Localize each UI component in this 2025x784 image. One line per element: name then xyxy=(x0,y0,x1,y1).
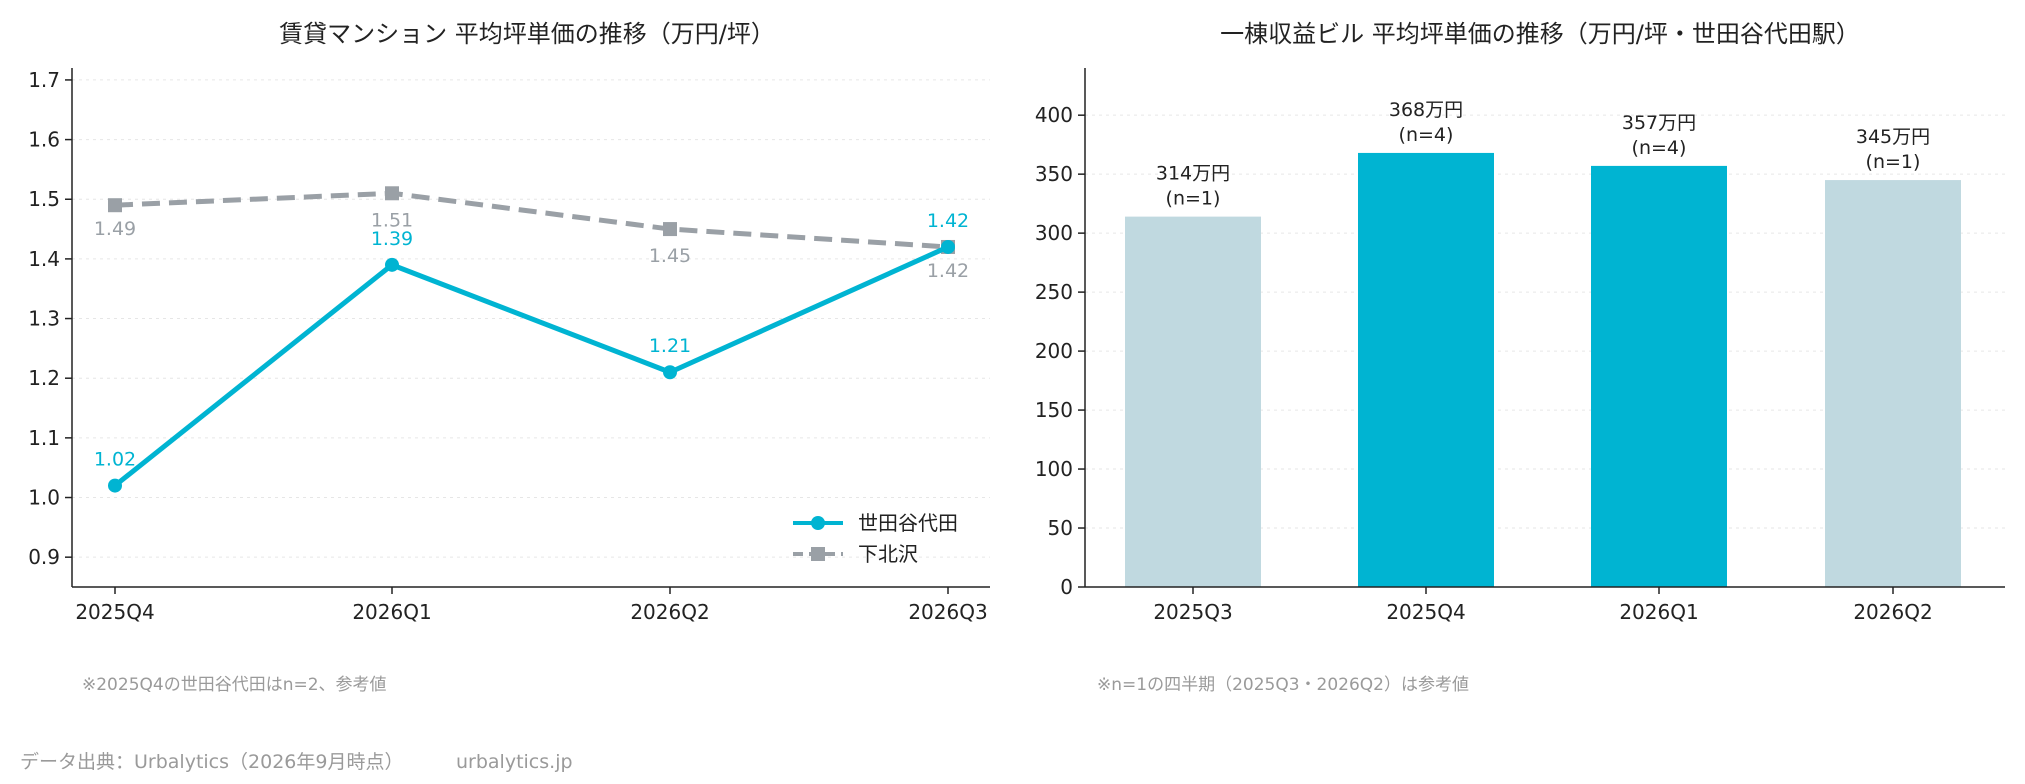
bar-value-label: 345万円 xyxy=(1856,126,1930,148)
data-label-shimokitazawa: 1.51 xyxy=(371,209,413,231)
building-y-tick-label: 100 xyxy=(1035,457,1073,481)
data-label-setagayadaita: 1.39 xyxy=(371,228,413,250)
building-chart-title: 一棟収益ビル 平均坪単価の推移（万円/坪・世田谷代田駅） xyxy=(1220,20,1860,48)
rent-y-tick-label: 1.6 xyxy=(28,128,60,152)
bar-count-label: (n=1) xyxy=(1166,188,1221,210)
building-bar-chart: 一棟収益ビル 平均坪単価の推移（万円/坪・世田谷代田駅） 314万円(n=1)3… xyxy=(1035,20,2005,695)
bar-2026Q1 xyxy=(1591,165,1727,587)
data-point-setagayadaita xyxy=(941,239,955,254)
rent-y-tick-label: 1.0 xyxy=(28,486,60,510)
building-x-tick-label: 2025Q4 xyxy=(1386,600,1465,624)
bar-value-label: 357万円 xyxy=(1622,112,1696,134)
building-chart-y-ticks: 0 50 100 150 200 250 300 350 400 xyxy=(1035,103,1085,599)
building-y-tick-label: 150 xyxy=(1035,398,1073,422)
legend-label-shimokitazawa: 下北沢 xyxy=(858,542,918,566)
legend-marker-setagayadaita xyxy=(811,516,825,530)
bar-value-label: 314万円 xyxy=(1156,163,1230,185)
bar-value-label: 368万円 xyxy=(1389,99,1463,121)
building-y-tick-label: 0 xyxy=(1060,575,1073,599)
building-chart-bars: 314万円 (n=1) 368万円 (n=4) 357万円 (n=4) 345万円 (n=1) xyxy=(1125,99,1961,587)
data-label-shimokitazawa: 1.45 xyxy=(649,245,691,267)
rent-y-tick-label: 1.1 xyxy=(28,426,60,450)
data-point-shimokitazawa xyxy=(108,198,122,213)
building-x-tick-label: 2026Q2 xyxy=(1853,600,1932,624)
legend-label-setagayadaita: 世田谷代田 xyxy=(858,511,958,535)
rent-x-tick-label: 2025Q4 xyxy=(75,600,154,624)
data-label-shimokitazawa: 1.49 xyxy=(94,218,136,240)
rent-y-tick-label: 1.3 xyxy=(28,307,60,331)
building-y-tick-label: 250 xyxy=(1035,280,1073,304)
rent-y-tick-label: 1.5 xyxy=(28,187,60,211)
building-y-tick-label: 50 xyxy=(1048,516,1073,540)
rent-y-tick-label: 0.9 xyxy=(28,545,60,569)
data-label-setagayadaita: 1.02 xyxy=(94,449,136,471)
rent-chart-x-ticks: 2025Q4 2026Q1 2026Q2 2026Q3 xyxy=(75,587,988,624)
data-label-setagayadaita: 1.42 xyxy=(927,210,969,232)
rent-line-chart: 賃貸マンション 平均坪単価の推移（万円/坪） 0.9 1.0 1.1 1.2 1.3 1.… xyxy=(28,20,990,695)
series-line-shimokitazawa xyxy=(114,190,949,250)
data-source-label: データ出典：Urbalytics（2026年9月時点） xyxy=(20,751,403,773)
data-point-setagayadaita xyxy=(385,257,399,272)
data-point-setagayadaita xyxy=(663,365,677,380)
bar-count-label: (n=1) xyxy=(1866,151,1921,173)
data-point-shimokitazawa xyxy=(663,222,677,237)
bar-2026Q2 xyxy=(1825,180,1961,587)
data-point-setagayadaita xyxy=(108,478,122,493)
rent-chart-series: 1.02 1.39 1.21 1.42 1.49 1.51 1.45 1.42 xyxy=(94,186,969,493)
building-x-tick-label: 2026Q1 xyxy=(1619,600,1698,624)
bar-count-label: (n=4) xyxy=(1632,137,1687,159)
data-label-shimokitazawa: 1.42 xyxy=(927,260,969,282)
data-label-setagayadaita: 1.21 xyxy=(649,335,691,357)
site-url: urbalytics.jp xyxy=(456,751,573,773)
bar-2025Q3 xyxy=(1125,216,1261,587)
building-chart-note: ※n=1の四半期（2025Q3・2026Q2）は参考値 xyxy=(1097,675,1469,695)
rent-chart-gridlines xyxy=(72,79,990,558)
building-x-tick-label: 2025Q3 xyxy=(1153,600,1232,624)
rent-x-tick-label: 2026Q1 xyxy=(352,600,431,624)
rent-chart-note: ※2025Q4の世田谷代田はn=2、参考値 xyxy=(82,675,387,695)
data-point-shimokitazawa xyxy=(385,186,399,201)
series-line-setagayadaita xyxy=(113,244,950,488)
building-y-tick-label: 400 xyxy=(1035,103,1073,127)
rent-y-tick-label: 1.2 xyxy=(28,366,60,390)
legend-marker-shimokitazawa xyxy=(811,547,825,561)
bar-count-label: (n=4) xyxy=(1399,124,1454,146)
bar-2025Q4 xyxy=(1358,152,1494,587)
rent-x-tick-label: 2026Q2 xyxy=(630,600,709,624)
building-y-tick-label: 350 xyxy=(1035,162,1073,186)
rent-x-tick-label: 2026Q3 xyxy=(908,600,987,624)
building-y-tick-label: 300 xyxy=(1035,221,1073,245)
rent-chart-y-ticks: 0.9 1.0 1.1 1.2 1.3 1.4 1.5 1.6 1.7 xyxy=(28,68,72,569)
building-chart-x-ticks: 2025Q3 2025Q4 2026Q1 2026Q2 xyxy=(1153,587,1933,624)
rent-chart-title: 賃貸マンション 平均坪単価の推移（万円/坪） xyxy=(279,20,775,48)
building-y-tick-label: 200 xyxy=(1035,339,1073,363)
rent-y-tick-label: 1.7 xyxy=(28,68,60,92)
rent-chart-legend: 世田谷代田 下北沢 xyxy=(793,511,958,566)
rent-y-tick-label: 1.4 xyxy=(28,247,60,271)
